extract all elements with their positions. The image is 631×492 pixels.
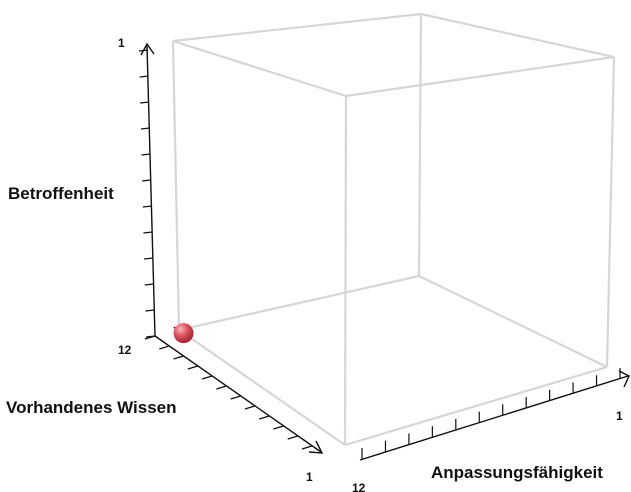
y-axis-tick [142, 205, 152, 208]
x-axis-min-label: 12 [352, 481, 366, 492]
z-axis-title: Vorhandenes Wissen [6, 398, 177, 417]
y-axis-ticks [138, 49, 156, 338]
z-axis-tick [259, 415, 270, 420]
box-edge [417, 13, 423, 277]
box-edge [345, 55, 615, 98]
z-axis-tick [144, 335, 156, 340]
y-axis-tick [144, 257, 154, 260]
y-axis-title: Betroffenheit [8, 184, 114, 203]
x-axis-max-label: 1 [616, 409, 623, 423]
y-axis-tick [140, 127, 150, 130]
y-axis-arrowhead [140, 42, 155, 56]
y-axis-max-label: 1 [118, 36, 125, 50]
data-point [173, 323, 194, 344]
z-axis [144, 335, 324, 454]
x-axis-title: Anpassungsfähigkeit [431, 463, 603, 482]
x-axis [359, 368, 630, 461]
z-axis-tick [273, 425, 284, 430]
box-edge [343, 95, 348, 446]
box-edge [344, 365, 608, 447]
z-axis-tick [201, 375, 213, 380]
y-axis-line [146, 45, 156, 337]
z-axis-line [154, 335, 322, 453]
box-edge [420, 12, 615, 59]
z-axis-tick [301, 445, 313, 450]
z-axis-min-label: 1 [306, 470, 313, 484]
y-axis-min-label: 12 [118, 343, 132, 357]
z-axis-tick [187, 365, 198, 370]
z-axis-tick [244, 405, 256, 410]
y-axis-tick [139, 75, 149, 78]
y-axis-tick [145, 309, 155, 312]
y-axis-tick [141, 153, 151, 156]
box-edge [171, 40, 181, 331]
y-axis-tick [142, 179, 152, 182]
y-axis-tick [138, 49, 149, 52]
z-axis-tick [173, 355, 184, 360]
bounding-box [171, 12, 616, 447]
x-axis-ticks [361, 368, 621, 459]
box-edge [605, 56, 616, 368]
y-axis [138, 42, 156, 338]
z-axis-tick [230, 395, 241, 400]
z-axis-arrowhead [308, 440, 324, 454]
box-edge [172, 12, 422, 43]
z-axis-ticks [144, 335, 313, 450]
box-edge [178, 329, 346, 446]
box-edge [178, 274, 420, 332]
z-axis-tick [287, 435, 298, 440]
x-axis-arrowhead [618, 370, 630, 388]
box-edge [418, 275, 608, 368]
y-axis-tick [143, 231, 153, 234]
y-axis-tick [140, 101, 150, 104]
data-points [173, 323, 194, 344]
y-axis-tick [144, 283, 154, 286]
z-axis-tick [159, 345, 170, 350]
z-axis-tick [216, 385, 227, 390]
x-axis-line [359, 375, 629, 461]
box-edge [172, 39, 347, 98]
